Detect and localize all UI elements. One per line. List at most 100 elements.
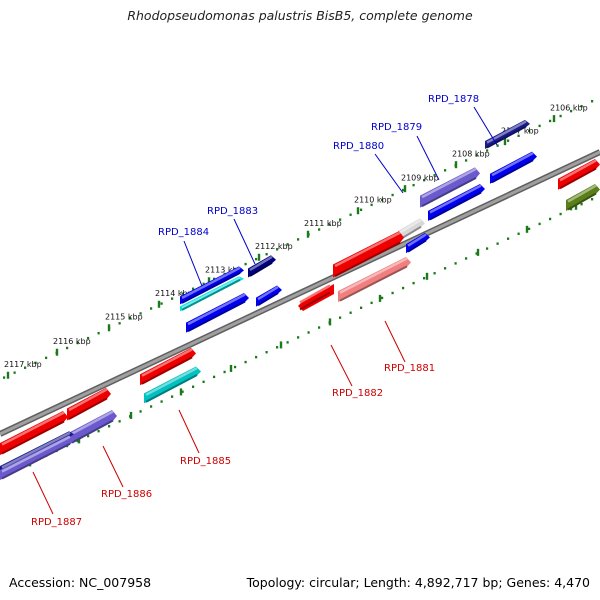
track-dot [276,248,279,251]
gene-shadow [486,125,527,149]
track-dot [87,434,90,438]
track-dot [24,366,27,369]
track-dot [192,287,195,290]
track-dot [370,203,373,207]
gene-rpd-1880c [406,232,430,254]
gene-rpd-1883b [256,285,282,307]
gene-shadow [559,167,597,190]
track-dot [381,296,384,300]
track-dot [181,292,184,295]
track-dot [139,312,142,315]
gene-highlight [1,431,71,469]
gene-body [490,151,537,184]
gene-highlight [334,231,401,268]
gene-highlight [421,167,477,199]
track-dot [360,306,363,309]
genes-layer [0,119,600,480]
gene-label: RPD_1879 [371,122,422,133]
gene-shadow [567,192,597,211]
gene-highlight [68,388,108,412]
gene-body [428,184,485,221]
label-rpd-1883: RPD_1883 [207,206,258,265]
gene-rpd-1885-red [140,347,196,386]
gene-body [420,167,480,208]
track-dot [402,286,405,290]
gene-shadow [299,291,331,311]
track-dot [412,281,415,285]
track-dot [76,439,79,443]
gene-shadow [181,271,241,304]
track-dot [286,341,289,344]
track-dot [423,276,426,280]
labels-layer: RPD_1878 RPD_1879 RPD_1880 RPD_1883 RPD_1884… [31,94,498,528]
gene-label: RPD_1886 [101,489,152,500]
track-dot [171,297,174,300]
track-dot [328,223,331,226]
label-connector [178,409,200,454]
gene-highlight [399,218,422,234]
gene-label: RPD_1883 [207,206,258,217]
label-connector [473,106,498,146]
track-dot [465,257,468,260]
label-connector [233,218,256,265]
track-dot [297,238,300,241]
gene-shadow [145,374,198,403]
track-dot [559,212,562,216]
gene-highlight [249,255,273,272]
gene-body [0,411,68,455]
track-dot [444,267,447,270]
track-dot [244,262,247,266]
gene-shadow [141,356,193,385]
track-dot [265,351,268,354]
track-dot [202,380,205,384]
tick-label: 2117 kbp [4,360,42,369]
gene-highlight [181,266,241,300]
gene-highlight [1,411,65,446]
gene-rpd-1886-red [67,387,111,421]
gene-highlight [141,348,193,377]
gene-shadow [71,419,114,444]
track-dot [591,100,594,103]
outer-tick-track [3,100,594,379]
track-dot [391,193,394,197]
label-rpd-1882: RPD_1882 [330,344,383,399]
gene-shadow [187,300,246,332]
gene-body [333,231,404,278]
gene-highlight [407,233,427,247]
gene-rpd-1886 [70,410,117,445]
label-connector [416,135,440,181]
track-dot [255,257,258,261]
track-dot [139,410,142,413]
track-dot [13,371,16,374]
track-dot [97,429,100,433]
track-dot [255,355,258,359]
gene-rpd-1887-lav [0,435,74,480]
track-dot [118,420,121,423]
track-dot [76,341,79,345]
label-rpd-1880: RPD_1880 [333,141,404,194]
gene-shadow [1,420,65,455]
inner-tick-track [3,198,594,477]
track-dot [3,376,6,379]
gene-rpd-1881-upper [333,231,404,278]
track-dot [559,114,562,118]
gene-body [566,184,600,211]
track-dot [87,336,90,340]
tick-label: 2106 kbp [550,104,588,113]
track-dot [570,207,573,211]
gene-highlight [145,366,198,396]
gene-highlight [567,184,597,203]
track-dot [118,322,121,325]
gene-highlight [187,293,246,326]
gene-highlight [559,159,597,182]
label-rpd-1881: RPD_1881 [384,320,435,374]
gene-shadow [421,177,477,207]
gene-highlight [299,284,331,304]
gene-rpd-1883 [248,255,276,278]
label-connector [32,471,54,515]
track-dot [507,139,510,142]
tick-label: 2111 kbp [304,219,342,228]
track-dot [570,109,573,113]
gene-body [298,284,334,311]
